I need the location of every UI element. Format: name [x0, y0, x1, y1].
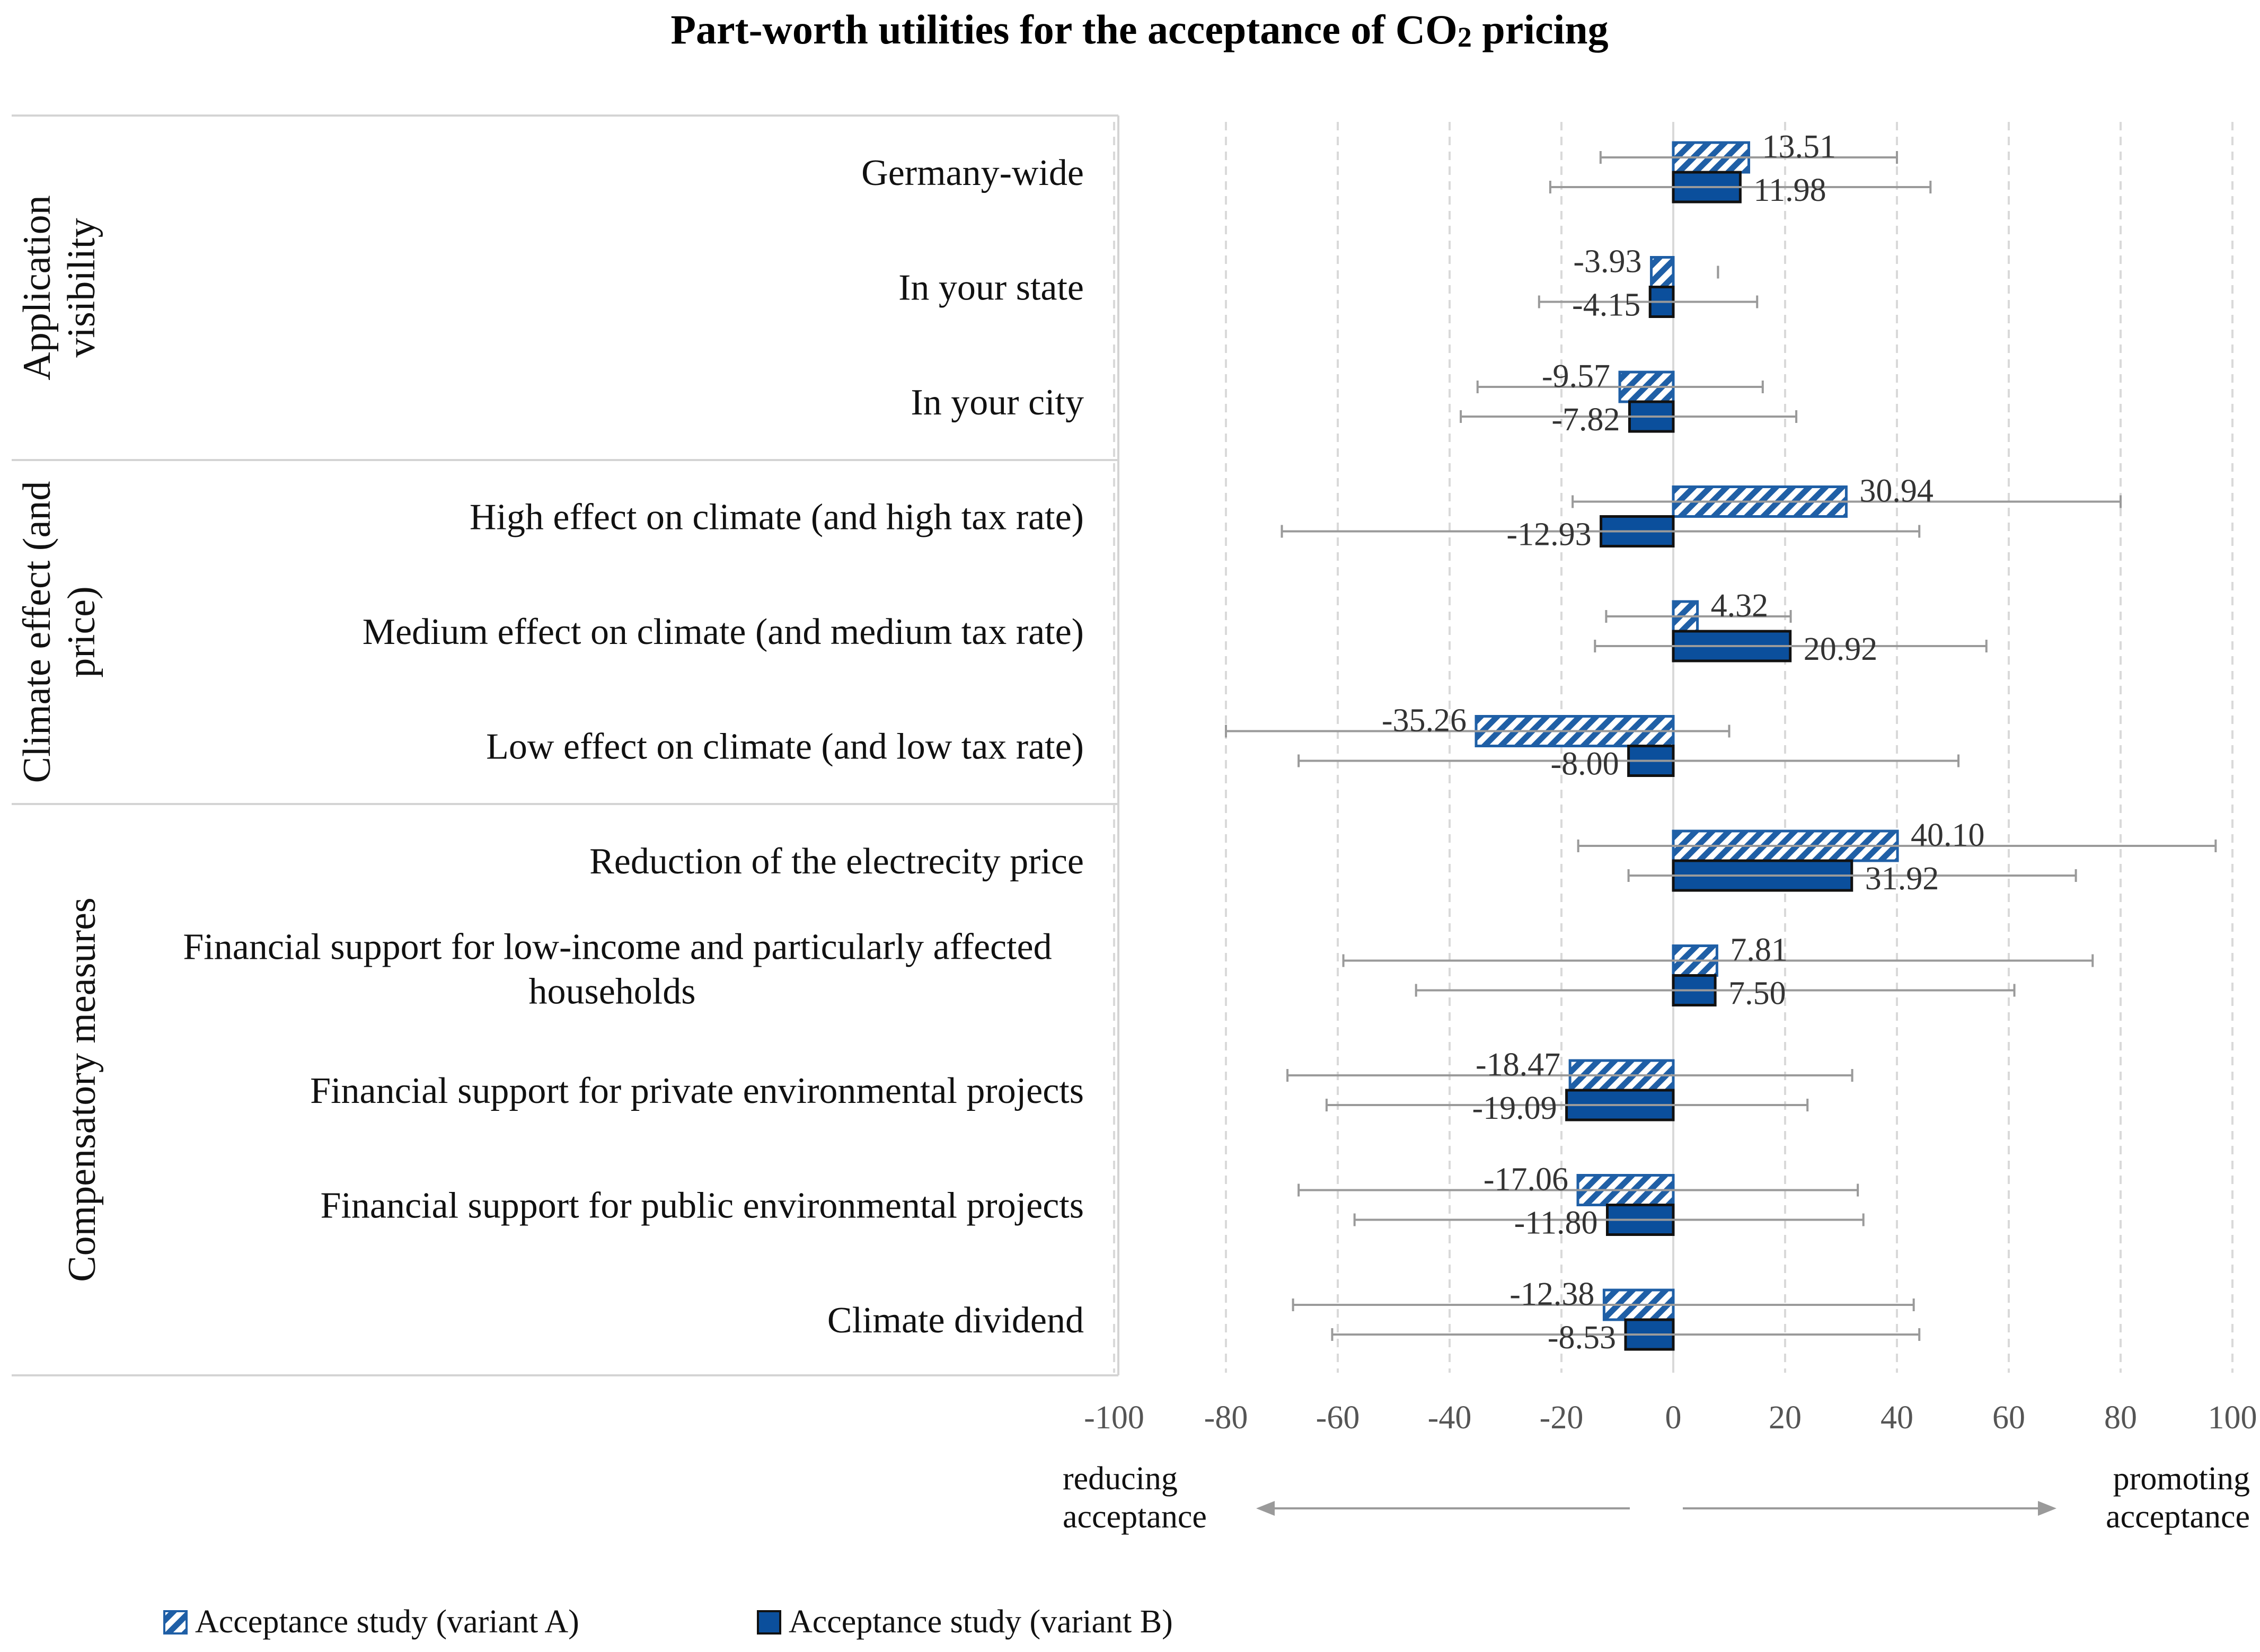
category-label: High effect on climate (and high tax rat… — [470, 497, 1084, 538]
legend: Acceptance study (variant A) Acceptance s… — [163, 1604, 1173, 1640]
data-labels: 13.51 -3.93 -9.57 30.94 4.32 -35.26 40.10 7.81 -… — [1382, 129, 1985, 1356]
data-label-variant-b: -11.80 — [1514, 1205, 1598, 1241]
category-label: Low effect on climate (and low tax rate) — [486, 727, 1084, 767]
category-label: Medium effect on climate (and medium tax… — [363, 612, 1084, 652]
category-table-lines — [12, 114, 1119, 1376]
data-label-variant-b: 20.92 — [1804, 631, 1878, 667]
category-label: Reduction of the electrecity price — [589, 841, 1084, 882]
annotation-left: acceptance — [1063, 1499, 1207, 1535]
annotation-left: reducing — [1063, 1461, 1178, 1497]
group-label: Compensatory measures — [60, 897, 104, 1282]
category-label: Financial support for private environmen… — [310, 1071, 1084, 1111]
legend-swatch-variant-a — [163, 1610, 188, 1635]
group-label-line: price) — [60, 586, 103, 678]
legend-label-variant-a: Acceptance study (variant A) — [195, 1604, 579, 1640]
data-label-variant-a: 30.94 — [1859, 473, 1934, 509]
arrow-left-head — [1256, 1501, 1275, 1516]
group-label-line: visibility — [60, 218, 103, 357]
data-label-variant-b: -19.09 — [1472, 1090, 1557, 1126]
group-label-line: Compensatory measures — [60, 897, 104, 1282]
category-labels: Germany-wide In your state In your city Hig… — [183, 153, 1084, 1341]
x-tick-label: -100 — [1084, 1400, 1144, 1436]
legend-swatch-variant-b — [757, 1610, 781, 1635]
data-label-variant-b: -4.15 — [1572, 287, 1640, 323]
arrow-right-head — [2038, 1501, 2056, 1516]
data-label-variant-b: -8.53 — [1548, 1320, 1616, 1356]
x-tick-label: 80 — [2104, 1400, 2137, 1436]
x-tick-label: -80 — [1204, 1400, 1248, 1436]
data-label-variant-a: 7.81 — [1730, 932, 1788, 968]
category-label-line: Financial support for low-income and par… — [183, 927, 1052, 968]
x-tick-label: 60 — [1992, 1400, 2025, 1436]
x-tick-label: 20 — [1769, 1400, 1802, 1436]
group-label-line: Climate effect (and — [15, 481, 59, 783]
category-label: In your state — [898, 268, 1084, 308]
group-label-line: Application — [15, 195, 59, 380]
legend-label-variant-b: Acceptance study (variant B) — [789, 1604, 1173, 1640]
category-label-line: households — [529, 971, 696, 1012]
category-label: Germany-wide — [861, 153, 1084, 193]
x-tick-label: -60 — [1316, 1400, 1360, 1436]
error-bars — [1225, 151, 2217, 1341]
group-label: Applicationvisibility — [15, 195, 103, 380]
data-label-variant-a: -17.06 — [1484, 1162, 1568, 1198]
category-label: Financial support for public environment… — [321, 1186, 1084, 1226]
data-label-variant-a: 4.32 — [1711, 588, 1769, 624]
data-label-variant-a: -9.57 — [1542, 358, 1610, 394]
data-label-variant-a: 13.51 — [1762, 129, 1837, 165]
data-label-variant-a: -3.93 — [1573, 244, 1641, 280]
data-label-variant-b: -8.00 — [1550, 746, 1619, 782]
data-label-variant-b: 31.92 — [1865, 861, 1939, 897]
bar-variant-a — [1650, 256, 1675, 288]
group-labels: Applicationvisibility Climate effect (and… — [15, 195, 104, 1282]
data-label-variant-b: -7.82 — [1551, 402, 1620, 438]
category-label: Climate dividend — [827, 1300, 1084, 1341]
annotation-right: acceptance — [2106, 1499, 2250, 1535]
category-label: Financial support for low-income and par… — [183, 927, 1052, 1012]
data-label-variant-b: 11.98 — [1753, 172, 1826, 208]
data-label-variant-a: -12.38 — [1509, 1276, 1594, 1312]
x-tick-label: 100 — [2208, 1400, 2257, 1436]
group-label: Climate effect (andprice) — [15, 481, 103, 783]
gridlines — [1113, 122, 2233, 1373]
data-label-variant-b: -12.93 — [1506, 517, 1591, 553]
data-label-variant-a: 40.10 — [1911, 817, 1985, 853]
chart-title-main: Part-worth utilities for the acceptance … — [670, 6, 1457, 52]
x-axis-ticks: -100 -80 -60 -40 -20 0 20 40 60 80 100 — [1084, 1400, 2257, 1436]
data-label-variant-a: -18.47 — [1476, 1047, 1560, 1083]
chart-title: Part-worth utilities for the acceptance … — [670, 6, 1608, 53]
data-label-variant-a: -35.26 — [1382, 703, 1467, 739]
x-tick-label: -20 — [1540, 1400, 1584, 1436]
chart-title-subscript: 2 — [1458, 21, 1472, 53]
data-label-variant-b: 7.50 — [1728, 976, 1786, 1012]
annotation-right: promoting — [2113, 1461, 2250, 1497]
chart-title-suffix: pricing — [1472, 6, 1609, 52]
x-tick-label: 0 — [1665, 1400, 1682, 1436]
category-label: In your city — [911, 382, 1084, 423]
x-tick-label: -40 — [1428, 1400, 1472, 1436]
x-tick-label: 40 — [1881, 1400, 1913, 1436]
